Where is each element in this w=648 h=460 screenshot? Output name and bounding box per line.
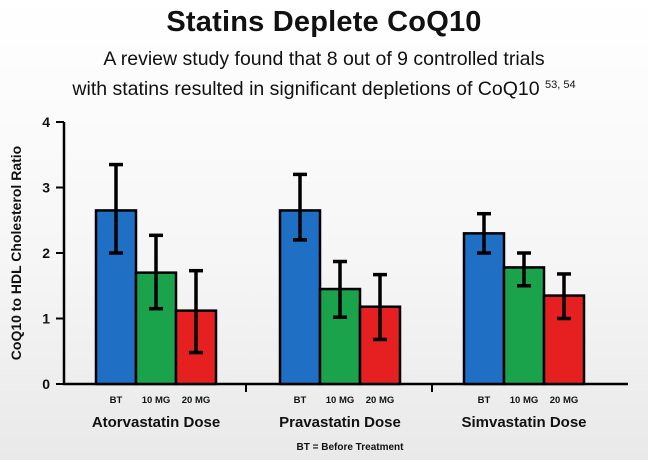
- chart-subtitle: A review study found that 8 out of 9 con…: [0, 46, 648, 102]
- x-tick-label: 10 MG: [326, 395, 355, 406]
- x-tick-label: BT: [478, 395, 491, 406]
- y-tick-label: 1: [42, 311, 50, 327]
- footnote: BT = Before Treatment: [297, 442, 405, 453]
- y-tick-label: 0: [42, 376, 50, 392]
- y-axis-label: CoQ10 to HDL Cholesterol Ratio: [8, 146, 24, 360]
- subtitle-refs: 53, 54: [545, 79, 576, 91]
- x-tick-label: BT: [294, 395, 307, 406]
- x-tick-label: 20 MG: [550, 395, 579, 406]
- subtitle-line-2: with statins resulted in significant dep…: [0, 72, 648, 102]
- group-label: Simvastatin Dose: [461, 414, 586, 431]
- y-tick-label: 2: [42, 245, 50, 261]
- x-tick-label: BT: [110, 395, 123, 406]
- x-tick-label: 10 MG: [510, 395, 539, 406]
- x-tick-label: 10 MG: [142, 395, 171, 406]
- y-tick-label: 3: [42, 180, 50, 196]
- y-tick-label: 4: [42, 114, 50, 130]
- group-label: Atorvastatin Dose: [92, 414, 220, 431]
- x-tick-label: 20 MG: [182, 395, 211, 406]
- bar: [462, 232, 506, 386]
- subtitle-line-2-text: with statins resulted in significant dep…: [72, 78, 540, 100]
- group-label: Pravastatin Dose: [279, 414, 401, 431]
- subtitle-line-1: A review study found that 8 out of 9 con…: [103, 48, 545, 70]
- chart-title: Statins Deplete CoQ10: [166, 6, 482, 38]
- x-tick-label: 20 MG: [366, 395, 395, 406]
